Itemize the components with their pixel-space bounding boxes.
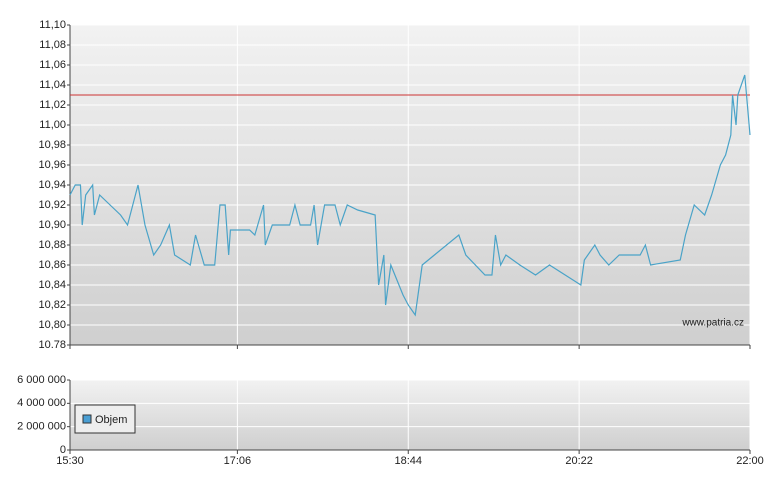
y-tick-label: 10,86 [38,259,66,271]
y-tick-label: 10,84 [38,279,66,291]
y-tick-label: 10,88 [38,239,66,251]
legend-swatch [82,414,92,424]
y-tick-label: 10,82 [38,299,66,311]
y-tick-label: 10,94 [38,179,66,191]
y-tick-label: 0 [60,444,66,456]
y-tick-label: 10,80 [38,319,66,331]
y-tick-label: 11,02 [39,99,66,111]
y-tick-label: 11,04 [39,79,66,91]
y-tick-label: 11,00 [39,119,66,131]
x-tick-label: 15:30 [56,455,84,467]
watermark: www.patria.cz [681,318,744,329]
x-tick-label: 17:06 [224,455,252,467]
y-tick-label: 10,92 [38,199,66,211]
legend-label: Objem [95,414,127,426]
y-tick-label: 11,06 [39,59,66,71]
y-tick-label: 10,98 [38,139,66,151]
y-tick-label: 10.78 [38,339,66,351]
y-tick-label: 2 000 000 [17,421,66,433]
price-line [69,74,751,317]
x-tick-label: 20:22 [565,455,593,467]
y-tick-label: 4 000 000 [17,397,66,409]
volume-plot-area [70,380,750,450]
y-tick-label: 10,96 [38,159,66,171]
x-tick-label: 18:44 [394,455,422,467]
y-tick-label: 10,90 [38,219,66,231]
y-tick-label: 6 000 000 [17,374,66,386]
y-tick-label: 11,10 [39,19,66,31]
y-tick-label: 11,08 [39,39,66,51]
x-tick-label: 22:00 [736,455,764,467]
